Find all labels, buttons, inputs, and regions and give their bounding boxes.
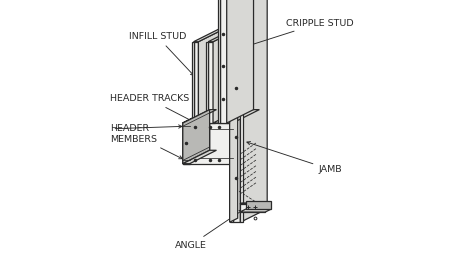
Polygon shape (208, 28, 240, 42)
Polygon shape (213, 42, 215, 123)
Polygon shape (240, 0, 267, 222)
Polygon shape (183, 109, 217, 123)
Polygon shape (199, 28, 225, 123)
Polygon shape (183, 109, 210, 164)
Polygon shape (246, 201, 271, 209)
Polygon shape (240, 204, 265, 212)
Text: CRIPPLE STUD: CRIPPLE STUD (227, 18, 354, 53)
Polygon shape (240, 0, 243, 222)
Polygon shape (227, 0, 228, 123)
Polygon shape (218, 0, 220, 123)
Polygon shape (183, 150, 259, 164)
Polygon shape (192, 42, 193, 123)
Polygon shape (213, 28, 240, 123)
Polygon shape (199, 42, 200, 123)
Polygon shape (183, 150, 217, 164)
Text: INFILL STUD: INFILL STUD (128, 32, 194, 76)
Polygon shape (207, 42, 208, 123)
Polygon shape (193, 28, 225, 42)
Polygon shape (183, 109, 210, 164)
Polygon shape (183, 123, 233, 164)
Text: HEADER
MEMBERS: HEADER MEMBERS (109, 124, 182, 159)
Text: ANGLE: ANGLE (175, 210, 243, 250)
Polygon shape (220, 0, 227, 123)
Text: JAMB: JAMB (247, 141, 342, 174)
Text: HEADER TRACKS: HEADER TRACKS (109, 94, 194, 122)
Polygon shape (193, 42, 199, 123)
Polygon shape (183, 123, 190, 164)
Polygon shape (183, 109, 259, 123)
Polygon shape (183, 153, 193, 164)
Polygon shape (229, 0, 233, 222)
Polygon shape (240, 209, 271, 212)
Polygon shape (183, 118, 193, 129)
Polygon shape (240, 203, 267, 204)
Polygon shape (229, 0, 237, 222)
Polygon shape (208, 42, 213, 123)
Polygon shape (227, 0, 254, 123)
Polygon shape (233, 0, 240, 222)
